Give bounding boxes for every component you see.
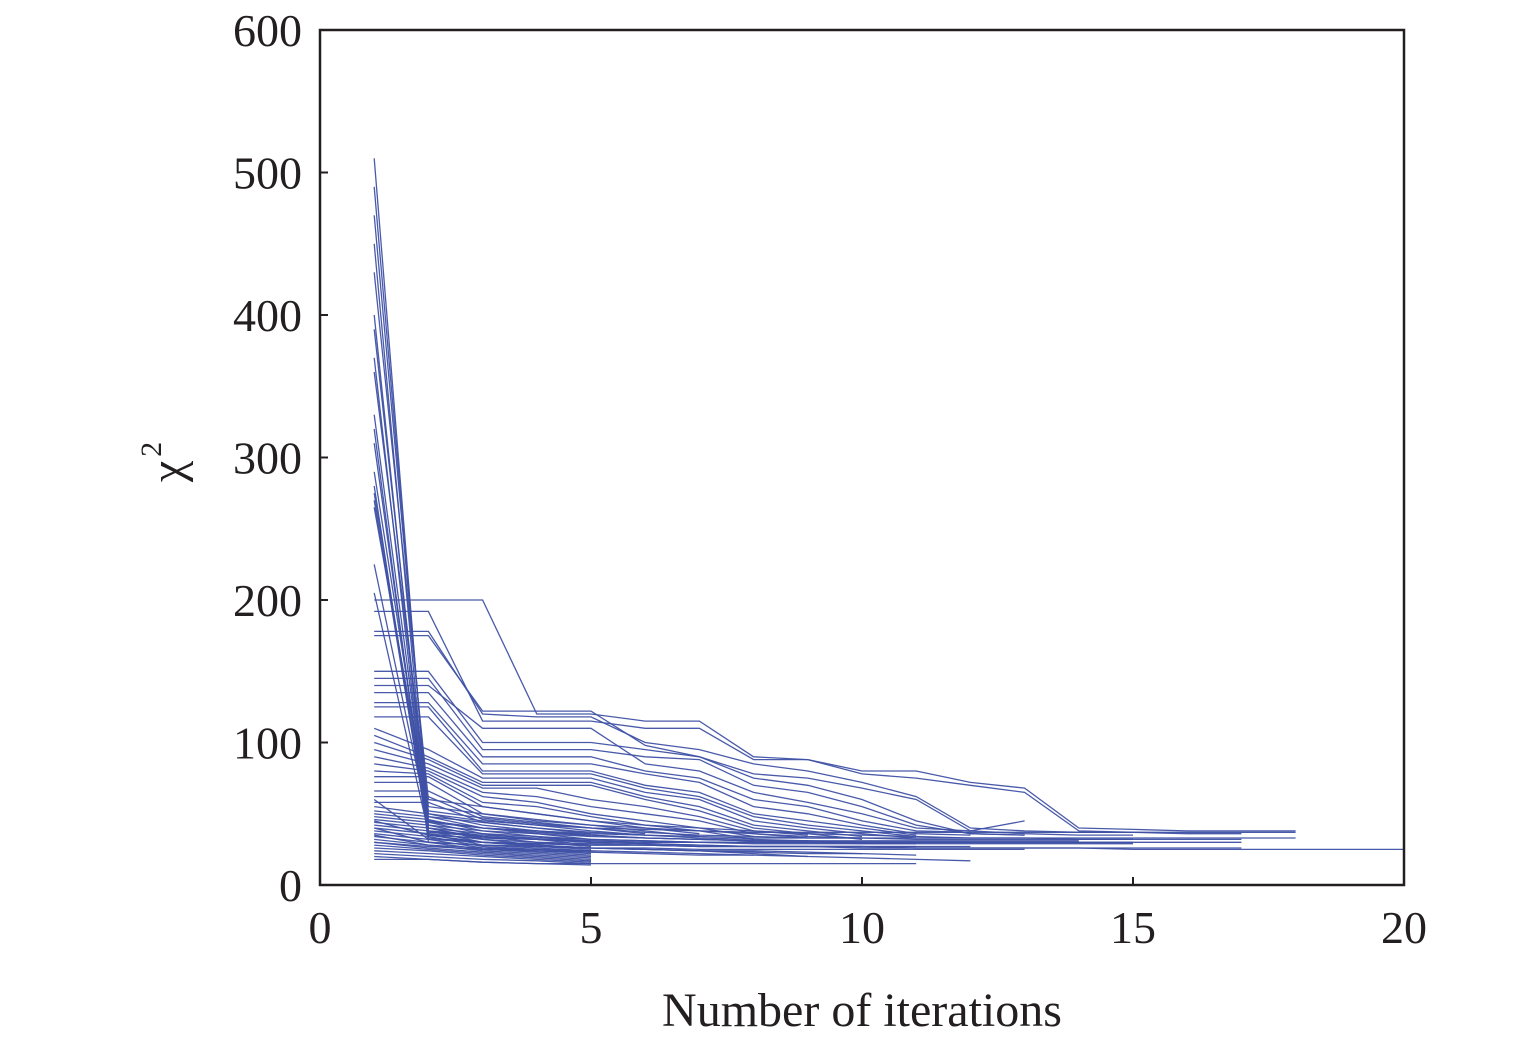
series-line-40 (374, 790, 646, 835)
series-line-35 (374, 756, 808, 839)
y-axis: 0 100 200 300 400 500 600 (233, 5, 328, 911)
y-tick-label-200: 200 (233, 575, 302, 626)
series-line-25 (374, 677, 1025, 836)
series-line-6 (373, 314, 1242, 849)
y-tick-label-100: 100 (233, 718, 302, 769)
series-line-9 (373, 371, 1133, 841)
series-line-24 (374, 670, 1025, 836)
series-line-17 (373, 507, 862, 839)
series-line-34 (374, 748, 808, 836)
series-line-47 (374, 818, 592, 848)
series-line-46 (374, 815, 592, 846)
series-line-29 (374, 706, 917, 836)
series-line-2 (373, 186, 1296, 839)
series-lines (373, 158, 1404, 866)
series-line-30 (374, 716, 917, 838)
series-line-3 (373, 215, 1296, 833)
series-line-66 (374, 841, 754, 856)
series-line-54 (374, 838, 592, 858)
x-axis-title: Number of iterations (662, 984, 1062, 1037)
series-line-32 (373, 734, 863, 838)
series-line-39 (374, 781, 700, 838)
y-tick-label-0: 0 (279, 860, 302, 911)
series-line-20 (374, 599, 1296, 832)
y-tick-label-600: 600 (233, 5, 302, 56)
series-line-36 (374, 763, 754, 838)
series-line-21 (374, 610, 1242, 835)
series-line-12 (373, 443, 971, 848)
series-line-26 (374, 684, 1025, 832)
series-line-57 (374, 847, 592, 862)
series-line-27 (374, 691, 971, 833)
series-line-33 (374, 741, 863, 841)
series-line-38 (374, 776, 700, 835)
y-tick-label-500: 500 (233, 148, 302, 199)
series-line-44 (374, 810, 592, 841)
series-line-56 (374, 844, 592, 861)
series-line-37 (374, 770, 754, 841)
series-line-55 (374, 841, 592, 859)
series-line-59 (374, 852, 592, 865)
x-tick-label-0: 0 (309, 902, 332, 953)
series-line-45 (374, 813, 592, 843)
series-line-41 (374, 795, 646, 836)
series-line-23 (374, 634, 1133, 836)
series-line-22 (374, 630, 1133, 833)
series-line-28 (374, 701, 971, 836)
series-line-8 (373, 357, 1133, 843)
svg-text:χ2: χ2 (135, 442, 194, 483)
x-tick-label-15: 15 (1110, 902, 1156, 953)
series-line-7 (373, 329, 1133, 845)
y-axis-title: χ2 (135, 442, 194, 483)
series-line-13 (373, 471, 971, 843)
y-tick-label-400: 400 (233, 290, 302, 341)
y-axis-title-symbol: χ (141, 460, 194, 483)
series-line-64 (374, 820, 862, 855)
series-line-18 (373, 564, 808, 842)
series-line-31 (373, 727, 917, 839)
series-line-15 (373, 492, 917, 845)
x-tick-label-5: 5 (580, 902, 603, 953)
series-line-19 (373, 592, 754, 843)
series-line-5 (373, 272, 1242, 841)
series-line-4 (373, 243, 1242, 843)
x-tick-label-10: 10 (839, 902, 885, 953)
y-axis-title-superscript: 2 (135, 442, 168, 457)
x-tick-label-20: 20 (1381, 902, 1427, 953)
x-axis: 0 5 10 15 20 (309, 877, 1427, 953)
series-line-16 (373, 500, 862, 848)
series-line-61 (374, 858, 917, 865)
series-line-43 (374, 805, 592, 838)
y-tick-label-300: 300 (233, 433, 302, 484)
series-line-11 (373, 428, 1025, 851)
series-line-1 (373, 158, 1404, 851)
series-line-58 (374, 850, 592, 863)
series-line-42 (374, 801, 592, 835)
